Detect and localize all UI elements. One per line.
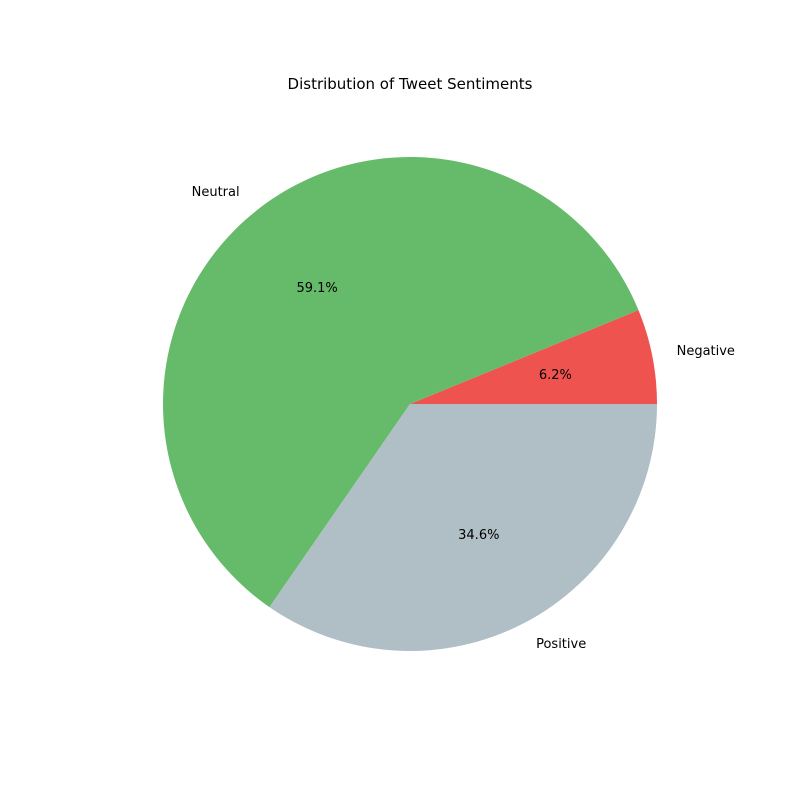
slice-label-positive: Positive <box>536 637 586 652</box>
pct-label-negative: 6.2% <box>539 368 572 383</box>
pie-labels: Negative 6.2% Neutral 59.1% Positive 34.6% <box>192 185 735 652</box>
chart-title: Distribution of Tweet Sentiments <box>288 75 533 93</box>
pct-label-neutral: 59.1% <box>296 281 337 296</box>
slice-label-negative: Negative <box>677 344 735 359</box>
pie-slices <box>163 157 657 652</box>
pie-slice-positive <box>269 404 657 652</box>
slice-label-neutral: Neutral <box>192 185 240 200</box>
pct-label-positive: 34.6% <box>458 528 499 543</box>
pie-slice-negative <box>410 310 657 404</box>
pie-slice-neutral <box>163 157 639 608</box>
